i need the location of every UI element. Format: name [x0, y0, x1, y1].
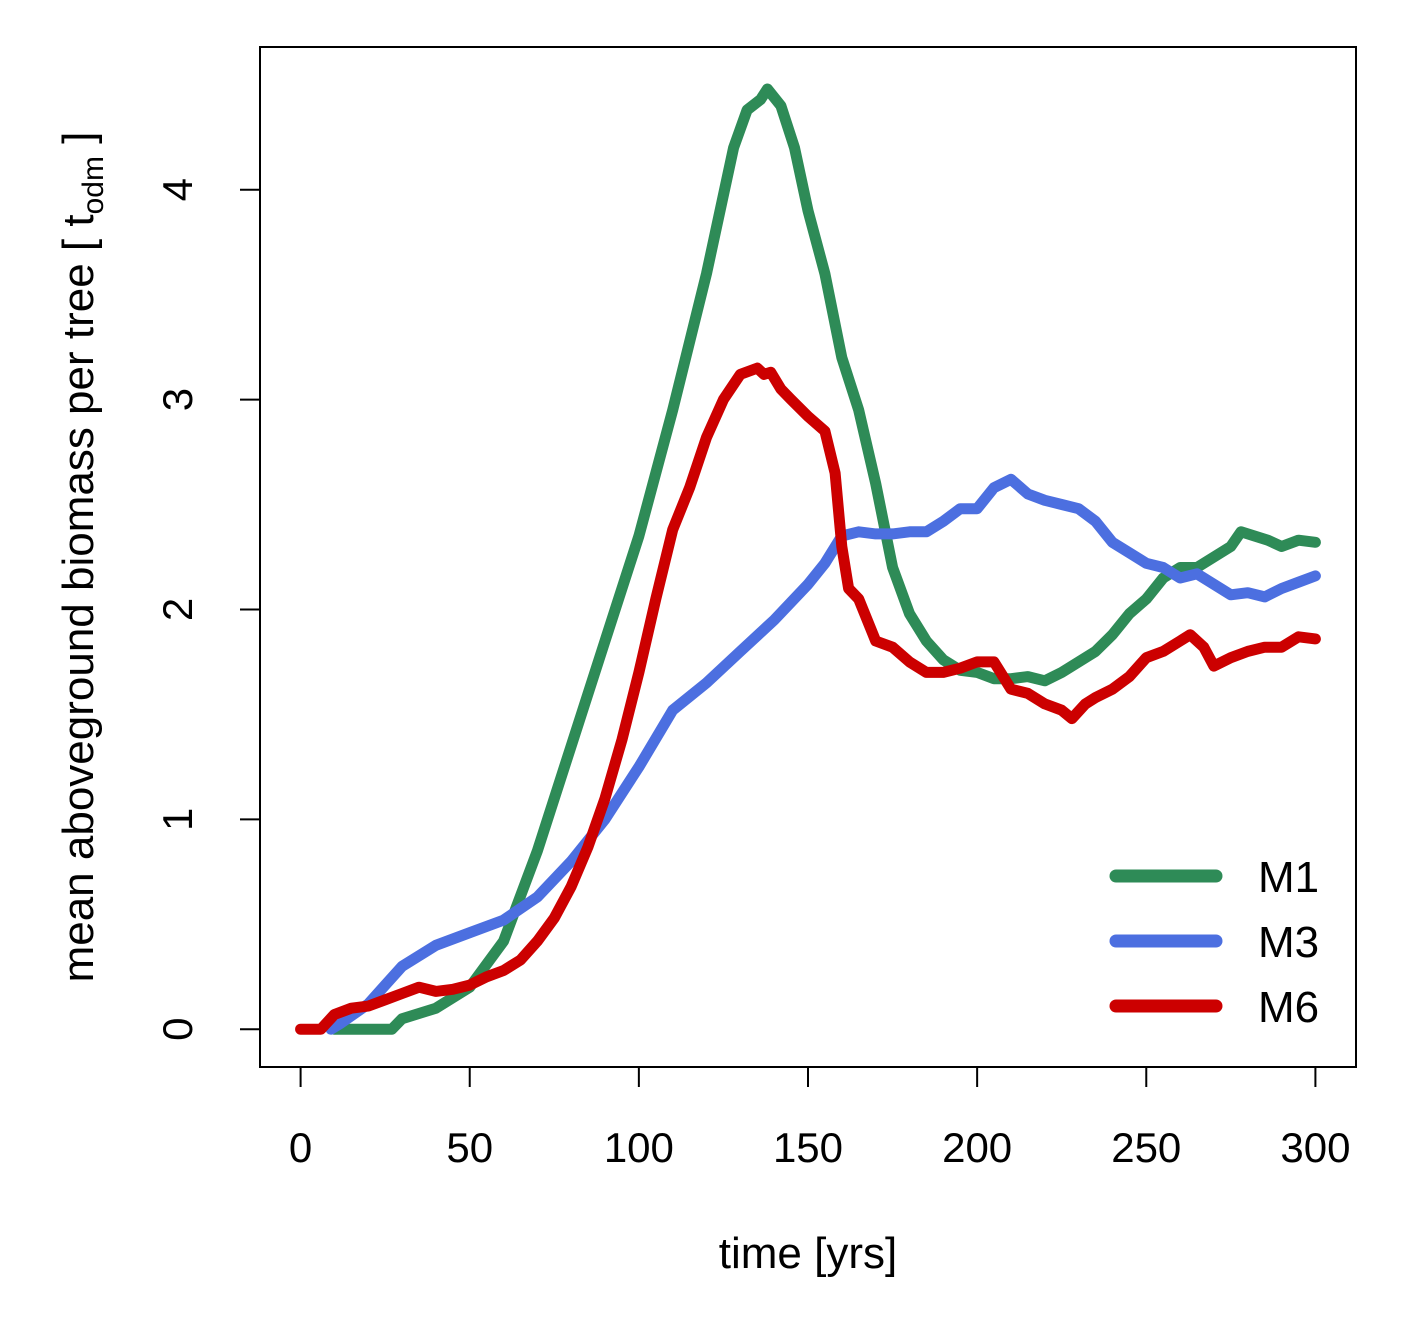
y-tick-label: 4 [154, 178, 201, 201]
x-tick-label: 250 [1111, 1124, 1181, 1171]
y-tick-label: 1 [154, 808, 201, 831]
series-line-m3 [325, 473, 1321, 1035]
y-axis: 0 1 2 3 4 [154, 178, 261, 1041]
series-line-m1 [328, 83, 1321, 1035]
x-axis: 0 50 100 150 200 250 300 [289, 1066, 1350, 1171]
x-tick-label: 300 [1280, 1124, 1350, 1171]
legend-label-m1: M1 [1258, 853, 1319, 902]
y-axis-title-subscript: odm [77, 156, 110, 214]
x-tick-label: 0 [289, 1124, 312, 1171]
series-layer [295, 83, 1321, 1035]
x-axis-title: time [yrs] [719, 1229, 897, 1278]
legend-label-m3: M3 [1258, 918, 1319, 967]
series-line-m6 [295, 362, 1321, 1035]
x-tick-label: 100 [604, 1124, 674, 1171]
y-tick-label: 0 [154, 1018, 201, 1041]
y-tick-label: 3 [154, 388, 201, 411]
y-axis-title-main: mean aboveground biomass per tree [ t [54, 214, 103, 982]
legend-label-m6: M6 [1258, 983, 1319, 1032]
x-tick-label: 50 [446, 1124, 493, 1171]
legend: M1 M3 M6 [1109, 853, 1319, 1032]
y-tick-label: 2 [154, 598, 201, 621]
y-axis-title: mean aboveground biomass per tree [ todm… [54, 132, 110, 983]
y-axis-title-end: ] [54, 132, 103, 156]
x-tick-label: 200 [942, 1124, 1012, 1171]
x-tick-label: 150 [773, 1124, 843, 1171]
